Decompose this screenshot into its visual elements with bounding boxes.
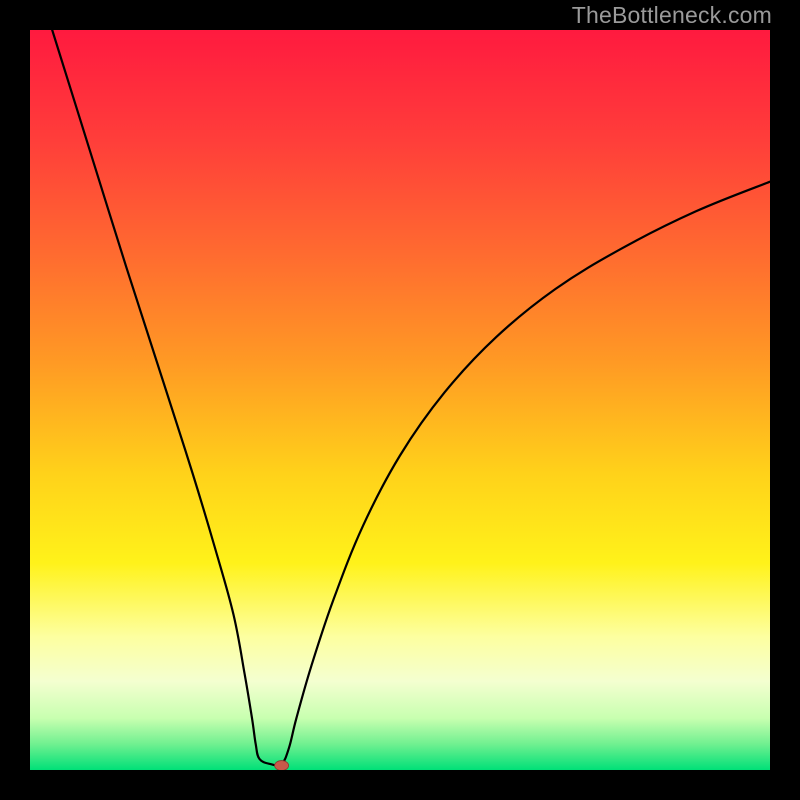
watermark-text: TheBottleneck.com [572, 2, 772, 29]
optimum-marker [275, 761, 289, 770]
plot-svg [30, 30, 770, 770]
plot-background [30, 30, 770, 770]
plot-area [30, 30, 770, 770]
